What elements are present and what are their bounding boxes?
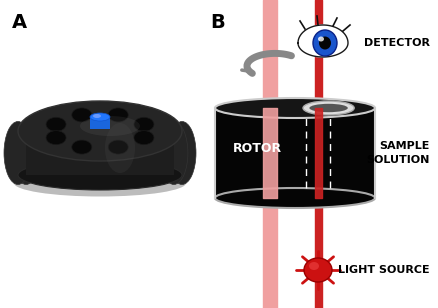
Ellipse shape [18, 101, 182, 161]
Text: SAMPLE
SOLUTION: SAMPLE SOLUTION [367, 141, 430, 164]
Ellipse shape [18, 160, 182, 190]
Ellipse shape [108, 140, 128, 154]
Polygon shape [18, 131, 182, 175]
Ellipse shape [215, 188, 375, 208]
Ellipse shape [72, 140, 92, 154]
Polygon shape [215, 108, 375, 198]
Ellipse shape [46, 131, 66, 145]
Ellipse shape [46, 117, 66, 131]
Ellipse shape [108, 108, 128, 122]
Ellipse shape [93, 114, 101, 118]
Ellipse shape [12, 121, 40, 184]
Ellipse shape [304, 258, 332, 282]
Ellipse shape [72, 108, 92, 122]
Ellipse shape [90, 113, 110, 121]
Ellipse shape [309, 104, 348, 112]
Text: DETECTOR: DETECTOR [364, 38, 430, 48]
Text: B: B [210, 13, 225, 32]
Text: LIGHT SOURCE: LIGHT SOURCE [339, 265, 430, 275]
Ellipse shape [35, 121, 63, 184]
Ellipse shape [80, 116, 140, 136]
Text: A: A [12, 13, 27, 32]
Ellipse shape [4, 121, 32, 184]
Ellipse shape [104, 121, 132, 184]
Polygon shape [298, 25, 348, 57]
Ellipse shape [134, 131, 154, 145]
Ellipse shape [134, 117, 154, 131]
Ellipse shape [14, 169, 186, 197]
Ellipse shape [309, 262, 319, 270]
Ellipse shape [168, 121, 196, 184]
Ellipse shape [137, 121, 165, 184]
Ellipse shape [319, 37, 331, 50]
Ellipse shape [215, 98, 375, 118]
Ellipse shape [318, 37, 324, 42]
Text: ROTOR: ROTOR [233, 141, 282, 155]
Polygon shape [26, 131, 174, 175]
Ellipse shape [313, 30, 337, 56]
Ellipse shape [105, 123, 135, 173]
Ellipse shape [68, 121, 96, 184]
Ellipse shape [303, 101, 354, 115]
PathPatch shape [18, 116, 182, 175]
Polygon shape [90, 117, 110, 129]
Ellipse shape [160, 121, 188, 184]
